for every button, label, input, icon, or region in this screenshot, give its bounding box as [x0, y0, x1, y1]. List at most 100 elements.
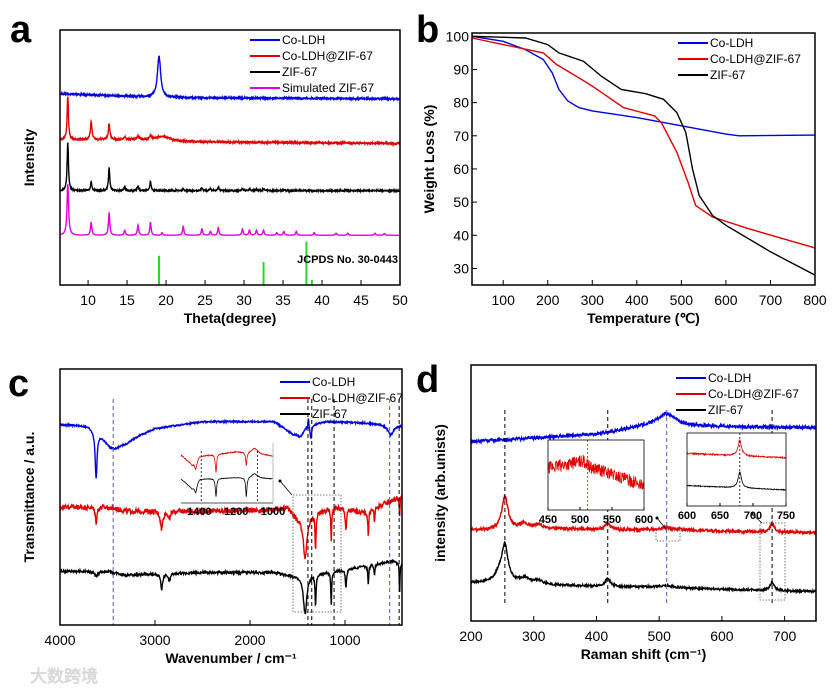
- legend-label: Co-LDH@ZIF-67: [710, 52, 801, 66]
- series-line-zif-67: [59, 558, 403, 615]
- x-tick-label: 2000: [234, 632, 265, 648]
- x-tick-label: 50: [392, 292, 408, 308]
- legend-label: Co-LDH: [708, 371, 751, 385]
- legend-item: Simulated ZIF-67: [250, 81, 374, 95]
- y-tick-label: 90: [453, 61, 469, 77]
- plot-frame: [59, 29, 401, 286]
- inset-tick-label: 1000: [261, 506, 285, 518]
- legend-item: Co-LDH: [250, 33, 325, 47]
- panel-c: c 4000 3000 2000 1000 Wavenumber / cm⁻¹ Transm…: [8, 363, 403, 666]
- legend-label: ZIF-67: [710, 68, 746, 82]
- x-tick-label: 600: [678, 510, 696, 522]
- y-tick-label: 40: [453, 227, 469, 243]
- x-tick-label: 4000: [44, 632, 75, 648]
- panel-d: d 200 300 400 500 600 700 Raman shift (cm⁻¹) int…: [416, 359, 817, 662]
- arrow-icon: [279, 480, 293, 496]
- series-line-co-ldh: [59, 418, 403, 479]
- series-line-co-ldh-zif-67: [471, 37, 816, 249]
- x-tick-label: 3000: [139, 632, 170, 648]
- series-line-co-ldh: [471, 35, 816, 137]
- x-tick-label: 400: [585, 628, 609, 644]
- watermark-text: 大数跨境: [30, 667, 98, 686]
- legend-label: ZIF-67: [708, 403, 744, 417]
- series-line-simulated-zif-67: [59, 184, 400, 237]
- legend-label: Co-LDH@ZIF-67: [312, 391, 403, 405]
- reference-annotation: JCPDS No. 30-0443: [297, 254, 398, 266]
- y-tick-label: 80: [453, 95, 469, 111]
- x-tick-label: 600: [710, 628, 734, 644]
- legend-item: Co-LDH@ZIF-67: [678, 52, 801, 66]
- panel-label: b: [416, 9, 439, 51]
- series-line-zif-67: [471, 35, 816, 276]
- x-tick-label: 600: [714, 292, 738, 308]
- x-tick-label: 500: [571, 514, 589, 526]
- x-tick-label: 500: [670, 292, 694, 308]
- inset-d-2: 600 650 700 750: [678, 432, 795, 522]
- legend-label: Co-LDH: [312, 375, 355, 389]
- legend-label: ZIF-67: [312, 407, 348, 421]
- x-axis-title: Wavenumber / cm⁻¹: [165, 650, 297, 666]
- x-tick-label: 700: [759, 292, 783, 308]
- x-tick-label: 700: [773, 628, 797, 644]
- x-tick-label: 400: [625, 292, 649, 308]
- legend-label: Simulated ZIF-67: [282, 81, 374, 95]
- legend-label: ZIF-67: [282, 65, 318, 79]
- x-tick-label: 600: [635, 514, 653, 526]
- legend-item: ZIF-67: [678, 68, 746, 82]
- legend-label: Co-LDH: [710, 36, 753, 50]
- y-tick-label: 30: [453, 260, 469, 276]
- legend-item: ZIF-67: [676, 403, 744, 417]
- x-tick-label: 45: [353, 292, 369, 308]
- series-line-zif-67: [686, 471, 787, 492]
- plot-frame: [686, 432, 787, 507]
- series-line-co-ldh-zif-67: [547, 454, 645, 490]
- x-tick-label: 100: [492, 292, 516, 308]
- series-line-co-ldh: [59, 55, 401, 103]
- series-line-co-ldh-zif-67: [59, 96, 401, 147]
- series-line-co-ldh-zif-67: [59, 494, 403, 560]
- arrow-head-icon: [278, 479, 282, 483]
- x-tick-label: 800: [803, 292, 827, 308]
- plot-frame: [547, 439, 645, 511]
- plot-frame: [470, 364, 817, 622]
- legend-label: Co-LDH: [282, 33, 325, 47]
- series-line-zif-67: [59, 142, 401, 194]
- x-tick-label: 20: [158, 292, 174, 308]
- series-line-co-ldh-zif-67: [686, 439, 787, 460]
- x-tick-label: 25: [197, 292, 213, 308]
- legend-item: ZIF-67: [280, 407, 348, 421]
- zoom-region-box: [292, 494, 342, 613]
- x-tick-label: 10: [80, 292, 96, 308]
- arrow-icon: [751, 513, 763, 524]
- legend-item: Co-LDH: [280, 375, 355, 389]
- x-axis-title: Temperature (℃): [587, 310, 700, 326]
- x-tick-label: 15: [119, 292, 135, 308]
- inset-tick-label: 1200: [224, 506, 248, 518]
- plot-frame: [59, 368, 403, 626]
- panel-a: a JCPDS No. 30-0443 10 15 20 25 30 35 40 45 50 Thet…: [10, 9, 408, 326]
- legend-item: Co-LDH@ZIF-67: [280, 391, 403, 405]
- x-tick-label: 500: [648, 628, 672, 644]
- x-axis-title: Raman shift (cm⁻¹): [581, 646, 707, 662]
- legend-item: Co-LDH: [678, 36, 753, 50]
- legend-item: Co-LDH: [676, 371, 751, 385]
- x-tick-label: 40: [314, 292, 330, 308]
- legend-item: Co-LDH@ZIF-67: [676, 387, 799, 401]
- y-axis-title: Intensity: [21, 129, 37, 187]
- series-line-zif-67: [470, 540, 817, 595]
- inset-d-1: 450 500 550 600: [539, 439, 653, 526]
- series-line-co-ldh: [470, 411, 816, 446]
- inset-background: [548, 440, 644, 510]
- y-axis-title: Weight Loss (%): [421, 105, 437, 214]
- y-tick-label: 50: [453, 194, 469, 210]
- x-tick-label: 1000: [329, 632, 360, 648]
- x-tick-label: 200: [536, 292, 560, 308]
- plot-frame: [471, 32, 816, 286]
- x-tick-label: 30: [236, 292, 252, 308]
- legend-item: Co-LDH@ZIF-67: [250, 49, 373, 63]
- arrow-head-icon: [655, 516, 659, 520]
- inset-tick-label: 1400: [187, 506, 211, 518]
- series-line-co-ldh-zif-67: [180, 447, 274, 473]
- inset-background: [687, 433, 786, 506]
- x-tick-label: 450: [539, 514, 557, 526]
